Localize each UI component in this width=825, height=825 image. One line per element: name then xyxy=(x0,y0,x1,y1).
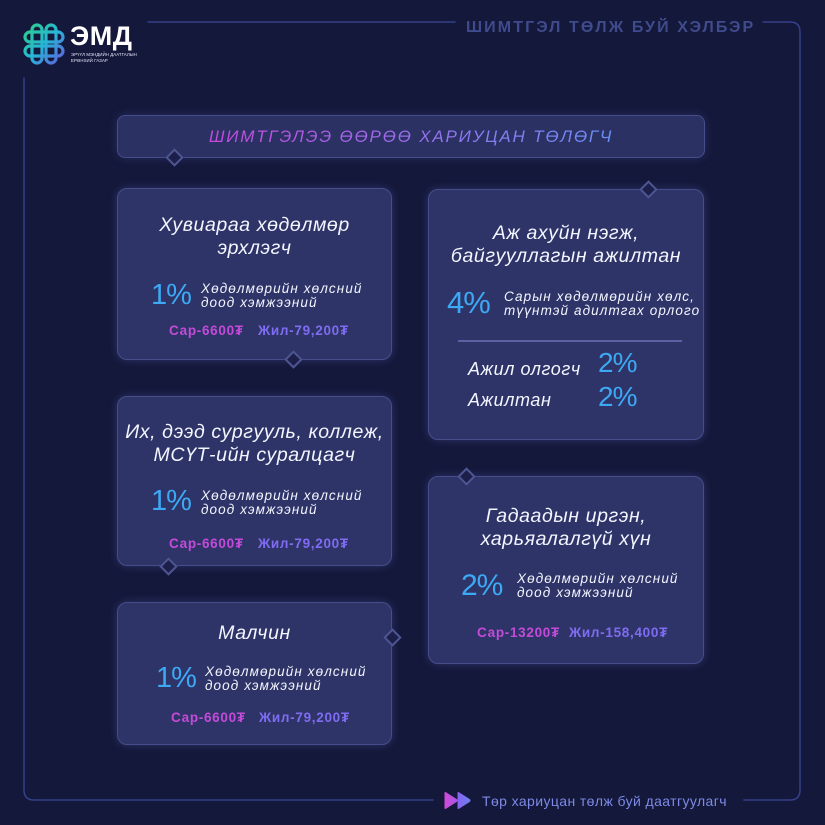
contribution-rate: 2% xyxy=(461,569,503,602)
card-title: Малчин xyxy=(218,622,291,644)
card-title: Хувиараа хөдөлмөр эрхлэгч xyxy=(159,214,350,259)
card-foreigners: Гадаадын иргэн, харьяалалгүй хүн 2% Хөдө… xyxy=(428,476,704,664)
card-self-employed: Хувиараа хөдөлмөр эрхлэгч 1% Хөдөлмөрийн… xyxy=(117,188,392,360)
split-rate-employee: 2% xyxy=(598,381,637,412)
card-herders: Малчин 1% Хөдөлмөрийн хөлсний доод хэмжэ… xyxy=(117,602,392,745)
section-title-bar: ШИМТГЭЛЭЭ ӨӨРӨӨ ХАРИУЦАН ТӨЛӨГЧ xyxy=(117,115,705,158)
logo-org-name-line2: ЕРӨНХИЙ ГАЗАР xyxy=(71,58,108,63)
logo-org-name-line1: ЭРҮҮЛ МЭНДИЙН ДААТГАЛЫН xyxy=(71,52,137,57)
card-title: Их, дээд сургууль, коллеж, МСҮТ-ийн сура… xyxy=(125,421,384,466)
yearly-amount: Жил-79,200₮ xyxy=(258,536,349,551)
yearly-amount: Жил-158,400₮ xyxy=(569,625,669,640)
contribution-basis: Хөдөлмөрийн хөлсний доод хэмжээний xyxy=(201,281,363,310)
split-label-employee: Ажилтан xyxy=(468,390,552,410)
contribution-basis: Сарын хөдөлмөрийн хөлс, түүнтэй адилтгах… xyxy=(504,289,701,318)
page-title: ШИМТГЭЛ ТӨЛЖ БУЙ ХЭЛБЭР xyxy=(466,19,756,36)
yearly-amount: Жил-79,200₮ xyxy=(259,710,350,725)
monthly-amount: Сар-6600₮ xyxy=(169,323,244,338)
double-play-icon xyxy=(444,792,471,809)
contribution-rate: 1% xyxy=(151,279,192,311)
frame-right-line xyxy=(743,21,801,801)
section-title: ШИМТГЭЛЭЭ ӨӨРӨӨ ХАРИУЦАН ТӨЛӨГЧ xyxy=(208,126,614,146)
contribution-basis: Хөдөлмөрийн хөлсний доод хэмжээний xyxy=(517,571,679,600)
ulzii-knot-logo-icon xyxy=(23,23,65,65)
split-label-employer: Ажил олгогч xyxy=(468,359,581,379)
monthly-amount: Сар-13200₮ xyxy=(477,625,560,640)
monthly-amount: Сар-6600₮ xyxy=(171,710,246,725)
contribution-rate: 1% xyxy=(151,485,192,517)
monthly-amount: Сар-6600₮ xyxy=(169,536,244,551)
contribution-basis: Хөдөлмөрийн хөлсний доод хэмжээний xyxy=(201,488,363,517)
card-students: Их, дээд сургууль, коллеж, МСҮТ-ийн сура… xyxy=(117,396,392,566)
card-title: Гадаадын иргэн, харьяалалгүй хүн xyxy=(480,505,652,550)
footer-caption: Төр хариуцан төлж буй даатгуулагч xyxy=(482,793,727,809)
frame-left-line xyxy=(23,77,434,801)
card-title: Аж ахуйн нэгж, байгууллагын ажилтан xyxy=(450,222,682,267)
contribution-rate: 1% xyxy=(156,662,197,694)
contribution-rate: 4% xyxy=(447,285,491,320)
yearly-amount: Жил-79,200₮ xyxy=(258,323,349,338)
divider xyxy=(458,340,682,342)
card-organization-employees: Аж ахуйн нэгж, байгууллагын ажилтан 4% С… xyxy=(428,189,704,440)
contribution-basis: Хөдөлмөрийн хөлсний доод хэмжээний xyxy=(205,664,367,693)
split-rate-employer: 2% xyxy=(598,347,637,378)
logo-abbreviation: ЭМД xyxy=(70,21,133,51)
